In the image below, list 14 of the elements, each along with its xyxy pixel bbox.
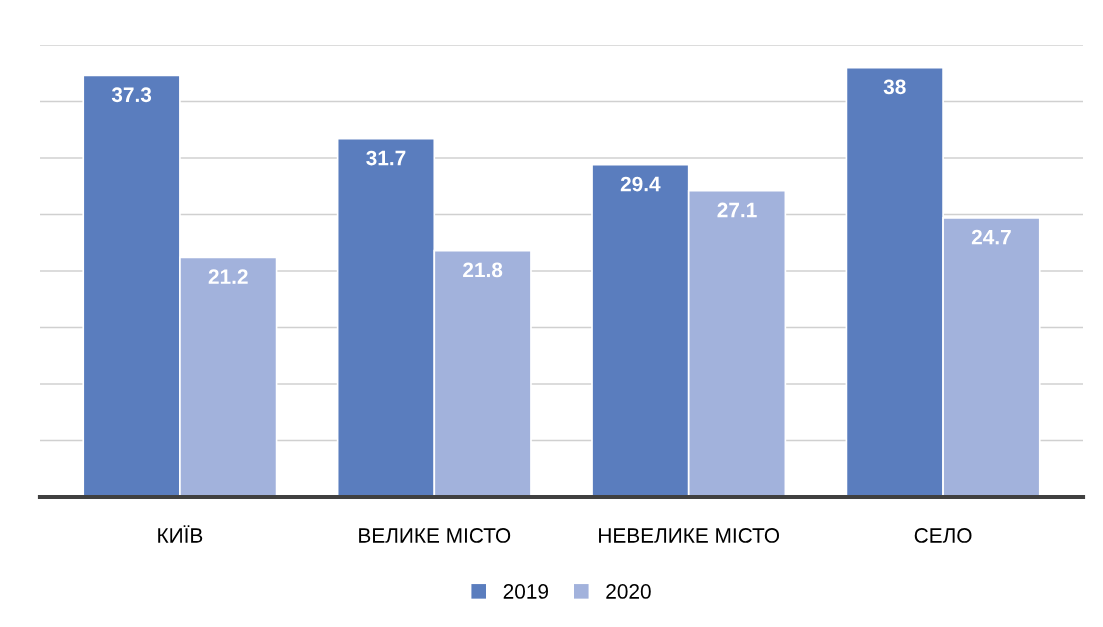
x-tick-label: СЕЛО xyxy=(914,528,972,543)
x-tick-label: ВЕЛИКЕ МІСТО xyxy=(359,528,511,543)
x-tick-label: НЕВЕЛИКЕ МІСТО xyxy=(599,528,780,543)
data-label: 29.4 xyxy=(620,176,661,192)
data-label: 31.7 xyxy=(366,150,406,166)
legend-label: 2020 xyxy=(606,584,651,599)
x-tick-label: КИЇВ xyxy=(158,525,203,543)
data-label: 24.7 xyxy=(971,229,1011,245)
data-label: 21.2 xyxy=(208,269,248,284)
data-label: 21.8 xyxy=(463,262,503,278)
data-label: 27.1 xyxy=(717,202,757,218)
legend-label: 2019 xyxy=(503,584,549,599)
data-label: 37.3 xyxy=(111,87,152,103)
data-label: 38 xyxy=(883,79,906,95)
